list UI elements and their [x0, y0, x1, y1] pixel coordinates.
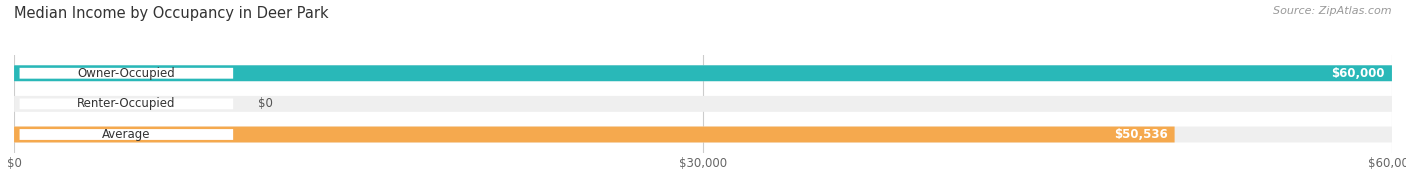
- Text: Renter-Occupied: Renter-Occupied: [77, 97, 176, 110]
- FancyBboxPatch shape: [14, 65, 1392, 81]
- FancyBboxPatch shape: [20, 129, 233, 140]
- FancyBboxPatch shape: [14, 65, 1392, 81]
- Text: Owner-Occupied: Owner-Occupied: [77, 67, 176, 80]
- Text: Median Income by Occupancy in Deer Park: Median Income by Occupancy in Deer Park: [14, 6, 329, 21]
- FancyBboxPatch shape: [20, 98, 233, 109]
- Text: Average: Average: [103, 128, 150, 141]
- Text: $60,000: $60,000: [1331, 67, 1385, 80]
- FancyBboxPatch shape: [14, 127, 1392, 142]
- Text: $50,536: $50,536: [1114, 128, 1168, 141]
- FancyBboxPatch shape: [20, 68, 233, 79]
- FancyBboxPatch shape: [14, 96, 1392, 112]
- Text: Source: ZipAtlas.com: Source: ZipAtlas.com: [1274, 6, 1392, 16]
- Text: $0: $0: [257, 97, 273, 110]
- FancyBboxPatch shape: [14, 127, 1174, 142]
